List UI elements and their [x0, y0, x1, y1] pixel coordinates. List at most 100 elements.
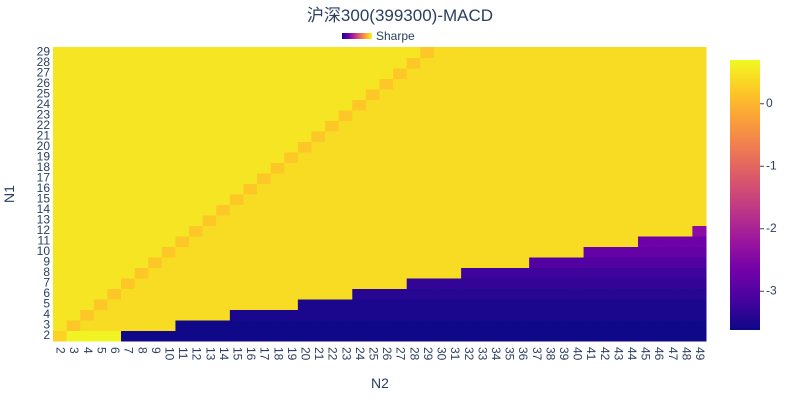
heatmap-cell [284, 57, 299, 69]
heatmap-cell [93, 99, 108, 111]
heatmap-cell [189, 330, 204, 342]
heatmap-cell [678, 288, 693, 300]
heatmap-cell [311, 309, 326, 321]
y-tick-label: 17 [37, 170, 51, 184]
heatmap-cell [243, 78, 258, 90]
heatmap-cell [93, 215, 108, 226]
heatmap-cell [501, 131, 517, 142]
heatmap-cell [365, 141, 380, 153]
heatmap-cell [420, 173, 435, 184]
heatmap-cell [447, 57, 462, 69]
heatmap-cell [474, 236, 489, 247]
heatmap-cell [569, 131, 585, 142]
heatmap-cell [488, 288, 503, 300]
heatmap-cell [284, 288, 299, 300]
heatmap-cell [148, 215, 163, 226]
heatmap-cell [338, 309, 353, 321]
heatmap-cell [474, 215, 489, 226]
heatmap-cell [53, 194, 68, 205]
heatmap-cell [610, 110, 625, 121]
heatmap-cell [297, 99, 312, 111]
heatmap-cell [406, 320, 421, 331]
heatmap-cell [270, 78, 285, 90]
heatmap-cell [610, 99, 625, 111]
heatmap-cell [461, 57, 476, 69]
x-tick-label: 47 [666, 347, 680, 361]
heatmap-cell [80, 246, 95, 258]
heatmap-cell [175, 204, 190, 216]
heatmap-cell [257, 141, 272, 153]
heatmap-cell [379, 131, 394, 142]
heatmap-cell [488, 257, 503, 268]
heatmap-cell [474, 320, 489, 331]
y-tick-label: 8 [43, 265, 50, 279]
heatmap-cell [447, 183, 462, 195]
heatmap-cell [53, 131, 68, 142]
heatmap-cell [515, 173, 530, 184]
heatmap-cell [148, 89, 163, 100]
heatmap-cell [461, 110, 476, 121]
heatmap-cell [678, 173, 693, 184]
x-axis-title: N2 [371, 375, 389, 391]
heatmap-cell [393, 204, 408, 216]
heatmap-cell [121, 57, 136, 69]
heatmap-cell [121, 257, 136, 268]
heatmap-cell [461, 68, 476, 79]
heatmap-cell [216, 236, 231, 247]
heatmap-cell [270, 320, 285, 331]
heatmap-cell [692, 299, 707, 310]
heatmap-cell [597, 78, 612, 90]
heatmap-cell [53, 215, 68, 226]
heatmap-cell [257, 267, 272, 279]
heatmap-cell [93, 57, 108, 69]
heatmap-cell [297, 320, 312, 331]
heatmap-cell [406, 68, 421, 79]
heatmap-cell [624, 320, 639, 331]
heatmap-cell [134, 110, 149, 121]
y-tick-label: 29 [37, 44, 51, 58]
heatmap-cell [175, 267, 190, 279]
heatmap-cell [189, 299, 204, 310]
heatmap-cell [556, 204, 571, 216]
heatmap-cell [678, 330, 693, 342]
heatmap-cell [393, 330, 408, 342]
heatmap-cell [325, 99, 340, 111]
heatmap-cell [189, 257, 204, 268]
heatmap-cell [433, 225, 449, 237]
heatmap-cell [66, 320, 81, 331]
heatmap-cell [80, 152, 95, 163]
heatmap-cell [189, 78, 204, 90]
heatmap-cell [556, 162, 571, 174]
x-tick-label: 22 [326, 347, 340, 361]
heatmap-cell [270, 120, 285, 132]
heatmap-cell [216, 288, 231, 300]
heatmap-cell [148, 99, 163, 111]
heatmap-cell [148, 131, 163, 142]
heatmap-cell [325, 162, 340, 174]
heatmap-cell [284, 89, 299, 100]
heatmap-cell [202, 246, 217, 258]
heatmap-cell [569, 288, 585, 300]
heatmap-cell [420, 246, 435, 258]
heatmap-cell [515, 320, 530, 331]
x-tick-label: 18 [271, 347, 285, 361]
heatmap-cell [597, 194, 612, 205]
heatmap-cell [325, 183, 340, 195]
heatmap-cell [257, 288, 272, 300]
heatmap-cell [175, 309, 190, 321]
heatmap-cell [542, 173, 557, 184]
heatmap-cell [637, 183, 653, 195]
heatmap-cell [107, 57, 122, 69]
heatmap-cell [365, 68, 380, 79]
heatmap-cell [542, 110, 557, 121]
heatmap-cell [637, 173, 653, 184]
heatmap-cell [515, 246, 530, 258]
heatmap-cell [461, 47, 476, 58]
x-tick-label: 3 [67, 347, 81, 354]
heatmap-cell [284, 141, 299, 153]
heatmap-cell [148, 236, 163, 247]
heatmap-cell [583, 183, 598, 195]
heatmap-cell [161, 236, 176, 247]
heatmap-cell [515, 236, 530, 247]
x-tick-label: 29 [421, 347, 435, 361]
